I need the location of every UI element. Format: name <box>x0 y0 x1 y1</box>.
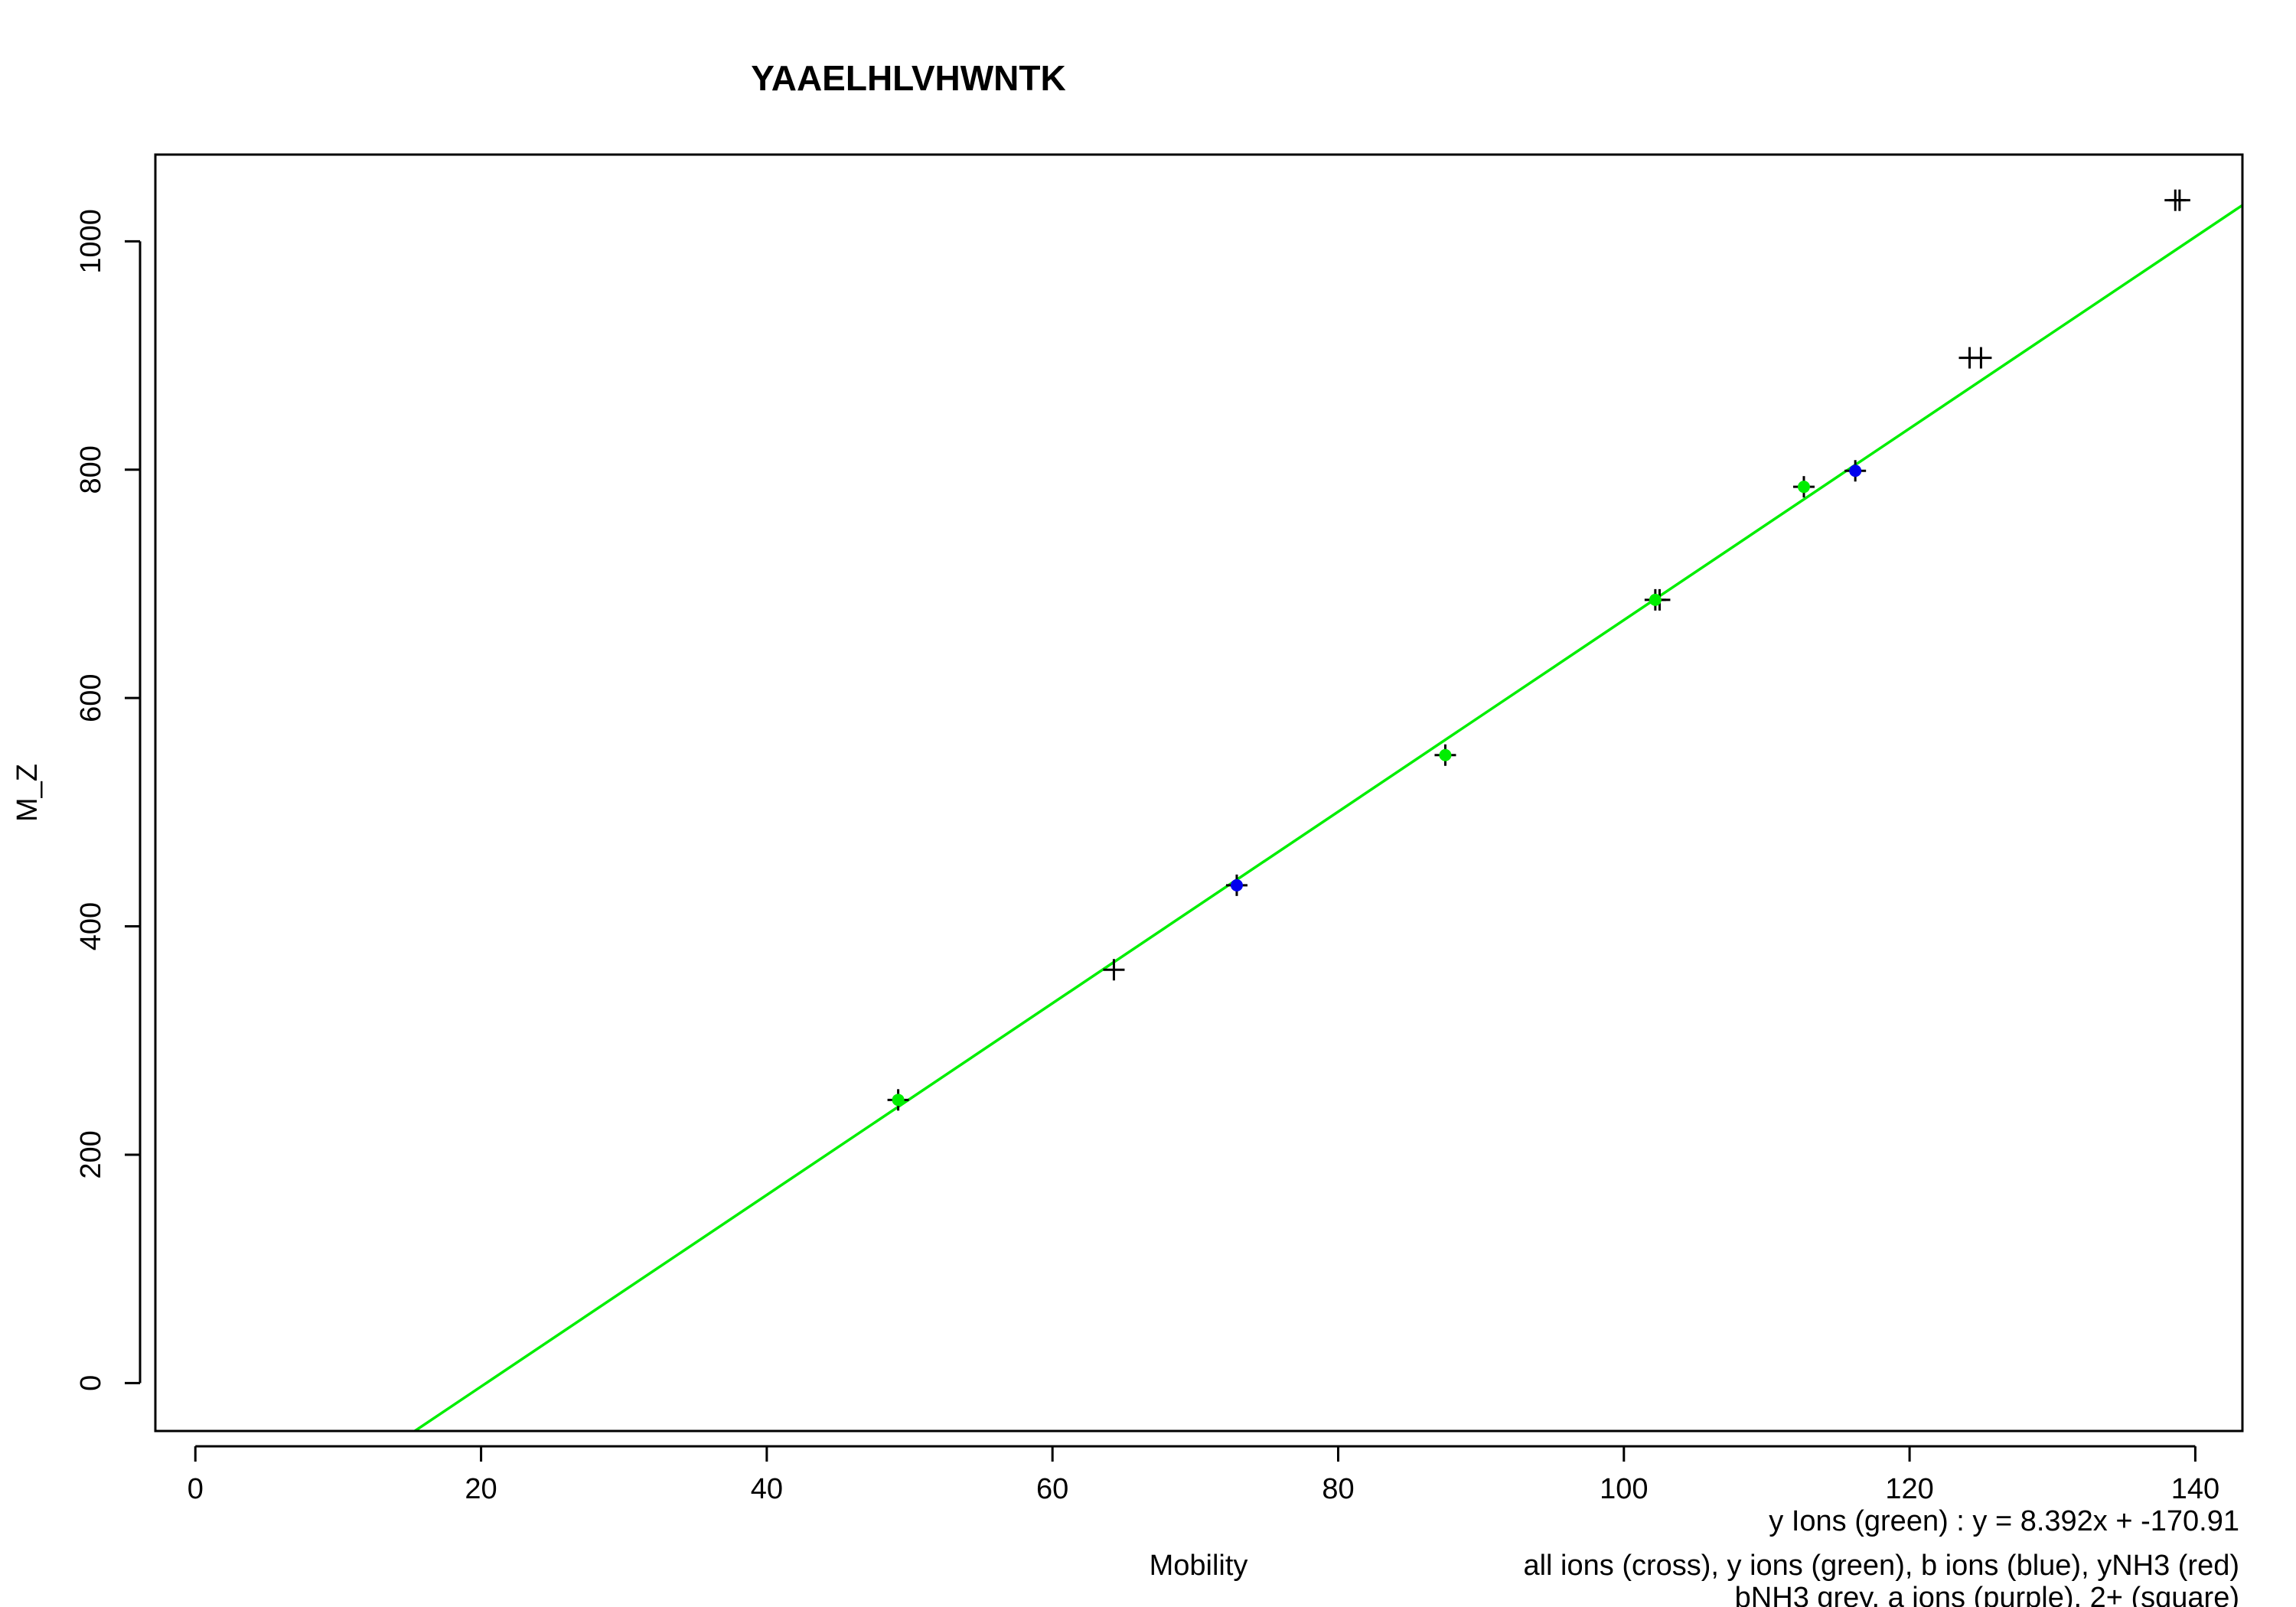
x-axis-label: Mobility <box>1150 1550 1248 1582</box>
x-tick-label: 20 <box>465 1473 497 1505</box>
y-ion-point <box>1439 748 1452 761</box>
y-ion-point <box>1797 481 1810 494</box>
b-ion-point <box>1230 878 1243 892</box>
x-tick-label: 100 <box>1600 1473 1648 1505</box>
y-tick-label: 600 <box>75 673 107 722</box>
y-tick-label: 200 <box>75 1130 107 1178</box>
legend-line-2: bNH3 grey, a ions (purple), 2+ (square) <box>1735 1582 2239 1607</box>
data-marks <box>412 189 2242 1431</box>
chart-title: YAAELHLVHWNTK <box>751 58 1065 98</box>
all-ion-cross <box>1970 347 1992 369</box>
y-tick-label: 800 <box>75 445 107 494</box>
all-ion-cross <box>1103 959 1125 981</box>
y-tick-label: 0 <box>75 1375 107 1391</box>
y-ion-point <box>892 1094 905 1107</box>
y-ion-point <box>1649 593 1662 606</box>
x-tick-label: 80 <box>1322 1473 1354 1505</box>
b-ion-point <box>1849 464 1862 478</box>
axes: 0 20 40 60 80 100 120 140 0 200 400 600 800 1000 <box>75 209 2219 1505</box>
y-axis-label: M_Z <box>11 764 44 822</box>
fit-line <box>412 204 2242 1431</box>
all-ion-cross <box>2168 189 2190 211</box>
y-tick-label: 1000 <box>75 209 107 274</box>
y-tick-label: 400 <box>75 902 107 950</box>
fit-equation: y Ions (green) : y = 8.392x + -170.91 <box>1769 1505 2239 1537</box>
x-tick-label: 0 <box>188 1473 204 1505</box>
plot-frame <box>154 153 2244 1433</box>
x-tick-label: 120 <box>1885 1473 1933 1505</box>
x-tick-label: 40 <box>751 1473 783 1505</box>
x-tick-label: 140 <box>2171 1473 2219 1505</box>
x-tick-label: 60 <box>1036 1473 1068 1505</box>
legend-line-1: all ions (cross), y ions (green), b ions… <box>1523 1550 2239 1582</box>
